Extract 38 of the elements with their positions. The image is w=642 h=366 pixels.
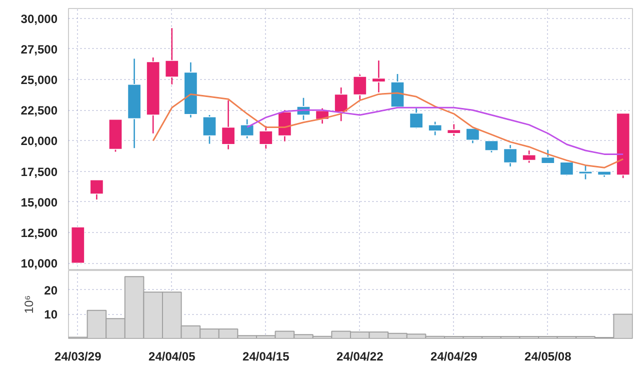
candlestick	[578, 164, 592, 180]
candlestick	[90, 179, 104, 200]
candlestick	[466, 128, 480, 144]
y-tick-label: 12,500	[20, 226, 58, 240]
candlestick	[334, 86, 348, 122]
y-tick-label: 15,000	[20, 195, 58, 210]
candlestick	[540, 149, 555, 164]
x-tick-label: 24/04/29	[430, 350, 478, 364]
candlestick	[446, 124, 461, 136]
y-tick-label: 30,000	[20, 12, 58, 26]
candlestick	[202, 114, 216, 144]
candlestick	[503, 144, 518, 168]
candlestick	[258, 125, 273, 150]
candlestick	[352, 74, 367, 100]
y-axis-title: 10⁶	[22, 295, 36, 314]
candlestick	[240, 118, 254, 139]
y-tick-label: 22,500	[20, 104, 58, 118]
candlestick	[484, 140, 498, 154]
candlestick	[372, 60, 386, 94]
y-tick-label: 20,000	[20, 134, 58, 148]
candlestick	[278, 109, 292, 142]
y-tick-label: 25,000	[20, 73, 58, 88]
x-tick-label: 24/05/08	[524, 350, 572, 364]
candlestick	[221, 100, 236, 150]
x-tick-label: 24/04/15	[242, 350, 290, 364]
line-series	[152, 92, 624, 168]
y-tick-label: 27,500	[20, 42, 58, 56]
candlestick	[409, 108, 424, 130]
candlestick	[522, 150, 536, 164]
y-tick-label: 10	[44, 308, 58, 322]
x-tick-label: 24/04/22	[336, 350, 384, 364]
candlestick	[164, 27, 179, 86]
y-tick-label: 10,000	[20, 256, 58, 271]
x-tick-label: 24/03/29	[54, 350, 102, 364]
candlestick	[428, 121, 442, 136]
y-tick-label: 17,500	[20, 164, 58, 179]
y-tick-label: 20	[44, 283, 58, 298]
x-tick-label: 24/04/05	[148, 350, 196, 364]
